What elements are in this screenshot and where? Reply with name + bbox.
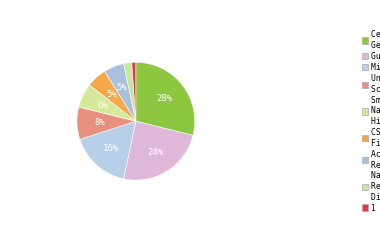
- Text: 5%: 5%: [117, 83, 128, 92]
- Wedge shape: [79, 85, 136, 121]
- Wedge shape: [124, 62, 136, 121]
- Text: 28%: 28%: [157, 94, 173, 103]
- Wedge shape: [89, 71, 136, 121]
- Wedge shape: [132, 62, 136, 121]
- Wedge shape: [124, 121, 193, 180]
- Text: 24%: 24%: [147, 148, 163, 157]
- Text: 8%: 8%: [94, 118, 105, 127]
- Text: 5%: 5%: [106, 90, 117, 99]
- Wedge shape: [136, 62, 195, 135]
- Legend: Centre for Biodiversity
Genomics [26], Guangdong Ocean University [22], Mined fr: Centre for Biodiversity Genomics [26], G…: [361, 29, 380, 213]
- Text: 16%: 16%: [103, 144, 119, 153]
- Wedge shape: [80, 121, 136, 179]
- Text: 6%: 6%: [98, 101, 108, 110]
- Wedge shape: [77, 107, 136, 139]
- Wedge shape: [105, 64, 136, 121]
